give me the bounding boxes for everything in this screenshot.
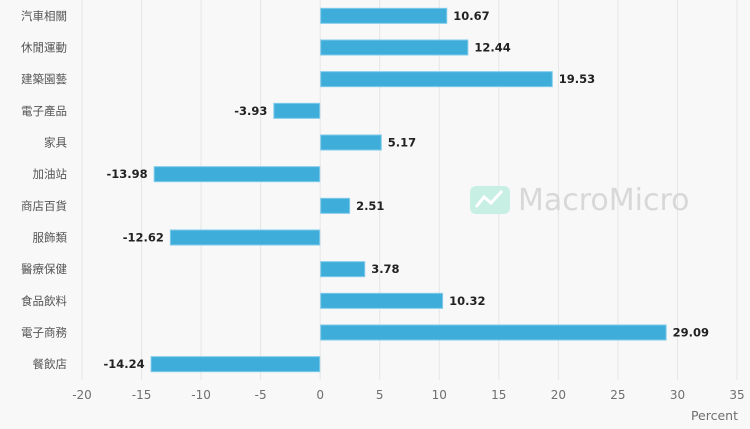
- bar: [169, 229, 321, 246]
- value-label: 29.09: [673, 326, 709, 340]
- value-label: 12.44: [474, 41, 510, 55]
- bar: [273, 102, 321, 119]
- value-label: 10.32: [449, 294, 485, 308]
- watermark-text: MacroMicro: [518, 183, 690, 218]
- bar: [153, 166, 321, 183]
- x-tick-label: 10: [432, 388, 447, 402]
- x-tick-labels: -20 -15 -10 -5 0 5 10 15 20 25 30 35: [72, 388, 744, 402]
- value-label: 19.53: [559, 72, 595, 86]
- x-tick-label: -15: [132, 388, 152, 402]
- category-label: 服飾類: [33, 231, 68, 245]
- bar: [320, 134, 382, 151]
- value-label: -12.62: [123, 231, 164, 245]
- bar: [320, 7, 448, 24]
- bar: [320, 261, 366, 278]
- value-label: -3.93: [234, 104, 267, 118]
- value-label: 2.51: [356, 199, 384, 213]
- x-tick-label: 15: [491, 388, 506, 402]
- category-label: 電子商務: [21, 326, 67, 340]
- category-label: 醫療保健: [21, 262, 67, 276]
- category-label: 家具: [44, 136, 67, 150]
- value-label: 5.17: [388, 136, 416, 150]
- category-label: 加油站: [33, 167, 68, 181]
- watermark: MacroMicro: [470, 183, 690, 218]
- value-label: -14.24: [103, 357, 144, 371]
- value-label: -13.98: [107, 167, 148, 181]
- watermark-logo-line: [474, 189, 504, 208]
- bar: [320, 324, 667, 341]
- value-label: 3.78: [371, 262, 399, 276]
- x-axis-title: Percent: [691, 408, 738, 423]
- x-tick-label: -10: [191, 388, 211, 402]
- category-label: 食品飲料: [21, 294, 67, 308]
- x-tick-label: -20: [72, 388, 92, 402]
- bar: [320, 39, 469, 56]
- gridlines: [81, 0, 738, 380]
- bars: [150, 7, 667, 373]
- x-tick-label: 20: [551, 388, 566, 402]
- bar: [320, 292, 444, 309]
- bar: [320, 197, 351, 214]
- value-label: 10.67: [453, 9, 489, 23]
- category-label: 電子產品: [21, 104, 67, 118]
- value-labels: 10.67 12.44 19.53 -3.93 5.17 -13.98 2.51 -12.62…: [103, 9, 709, 371]
- category-label: 休閒運動: [21, 41, 67, 55]
- category-label: 餐飲店: [33, 357, 68, 371]
- x-tick-label: 0: [316, 388, 324, 402]
- category-label: 建築園藝: [21, 72, 67, 86]
- bar: [320, 71, 553, 88]
- x-tick-label: 25: [610, 388, 625, 402]
- watermark-logo-icon: [470, 186, 510, 214]
- x-tick-label: 35: [729, 388, 744, 402]
- category-labels: 汽車相關休閒運動建築園藝電子產品家具加油站商店百貨服飾類醫療保健食品飲料電子商務…: [21, 9, 67, 371]
- category-label: 汽車相關: [21, 9, 67, 23]
- category-label: 商店百貨: [21, 199, 67, 213]
- x-tick-label: 30: [670, 388, 685, 402]
- x-tick-label: 5: [376, 388, 384, 402]
- x-tick-label: -5: [255, 388, 267, 402]
- bar: [150, 356, 321, 373]
